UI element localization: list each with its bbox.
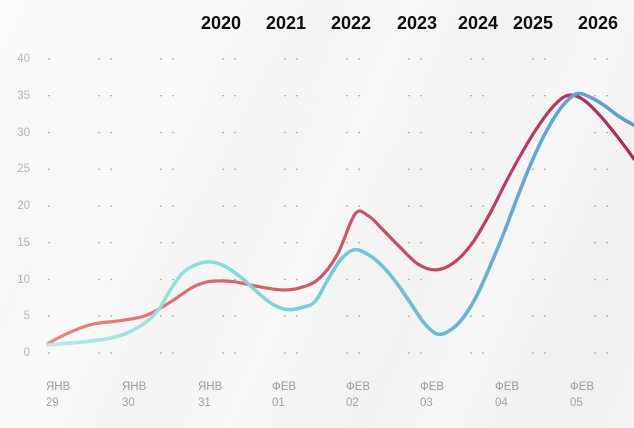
y-tick-label-10: 10 bbox=[17, 273, 30, 286]
x-tick-label-ФЕВ-02: ФЕВ 02 bbox=[346, 380, 370, 411]
y-tick-label-40: 40 bbox=[17, 53, 30, 65]
x-tick-label-ФЕВ-04: ФЕВ 04 bbox=[495, 380, 519, 411]
x-tick-label-ФЕВ-01: ФЕВ 01 bbox=[272, 380, 296, 411]
x-tick-label-ЯНВ-29: ЯНВ 29 bbox=[46, 380, 70, 411]
x-tick-label-ФЕВ-03: ФЕВ 03 bbox=[420, 380, 444, 411]
year-tab-2021[interactable]: 2021 bbox=[265, 13, 307, 33]
x-tick-month: ФЕВ bbox=[346, 381, 371, 393]
dotted-grid bbox=[48, 58, 608, 354]
x-tick-month: ЯНВ bbox=[198, 381, 223, 393]
x-tick-month: ФЕВ bbox=[495, 381, 520, 393]
y-tick-label-5: 5 bbox=[23, 310, 30, 323]
x-tick-day: 03 bbox=[420, 396, 433, 409]
x-tick-month: ЯНВ bbox=[122, 381, 147, 393]
year-tab-2024[interactable]: 2024 bbox=[457, 13, 499, 33]
x-tick-label-ФЕВ-05: ФЕВ 05 bbox=[570, 380, 594, 411]
y-tick-label-35: 35 bbox=[17, 89, 30, 102]
x-tick-month: ФЕВ bbox=[570, 381, 595, 393]
x-tick-month: ЯНВ bbox=[46, 381, 71, 393]
year-tab-2022[interactable]: 2022 bbox=[330, 13, 372, 33]
x-tick-month: ФЕВ bbox=[272, 381, 297, 393]
x-tick-day: 31 bbox=[198, 396, 211, 409]
x-tick-day: 30 bbox=[122, 396, 135, 409]
y-tick-label-15: 15 bbox=[17, 236, 30, 249]
y-tick-label-20: 20 bbox=[17, 200, 30, 212]
series-line-cyan bbox=[46, 91, 634, 347]
y-tick-label-25: 25 bbox=[17, 163, 30, 176]
year-tab-2020[interactable]: 2020 bbox=[200, 13, 242, 33]
series-line-crimson bbox=[46, 93, 634, 345]
year-tab-2025[interactable]: 2025 bbox=[512, 13, 554, 33]
x-tick-day: 05 bbox=[570, 396, 583, 409]
year-tab-2026[interactable]: 2026 bbox=[577, 13, 619, 33]
x-tick-day: 29 bbox=[46, 396, 59, 409]
x-tick-day: 04 bbox=[495, 396, 508, 409]
x-tick-day: 02 bbox=[346, 396, 359, 409]
x-tick-month: ФЕВ bbox=[420, 381, 445, 393]
year-tab-2023[interactable]: 2023 bbox=[396, 13, 438, 33]
x-tick-day: 01 bbox=[272, 396, 285, 409]
x-tick-label-ЯНВ-31: ЯНВ 31 bbox=[198, 380, 222, 411]
y-tick-label-0: 0 bbox=[23, 347, 30, 359]
y-tick-label-30: 30 bbox=[17, 126, 30, 139]
x-tick-label-ЯНВ-30: ЯНВ 30 bbox=[122, 380, 146, 411]
